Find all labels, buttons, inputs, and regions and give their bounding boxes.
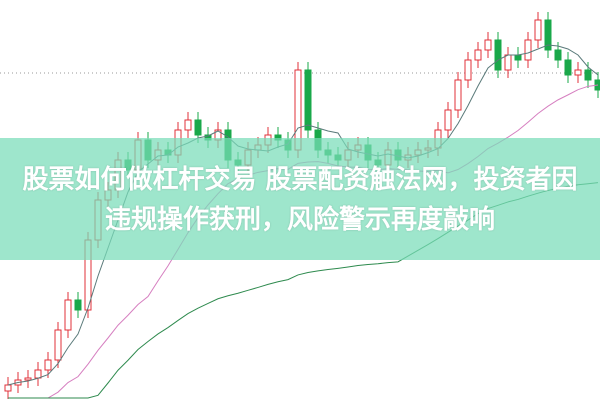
candle-body	[564, 59, 572, 76]
candle-body	[454, 79, 462, 111]
candle-body	[504, 54, 512, 71]
headline-banner	[0, 138, 600, 260]
candle-body	[484, 39, 492, 51]
candle-body	[574, 69, 582, 76]
candle-body	[514, 54, 522, 61]
candle-body	[474, 49, 482, 61]
candle-body	[64, 299, 72, 331]
candle-body	[444, 109, 452, 131]
headline-line-1: 股票如何做杠杆交易 股票配资触法网，投资者因	[22, 165, 578, 195]
candle-body	[194, 119, 202, 136]
candle-body	[184, 119, 192, 131]
candle-body	[24, 377, 32, 381]
candle-body	[534, 19, 542, 41]
candle-body	[464, 59, 472, 81]
candle-body	[304, 69, 312, 131]
headline-line-2: 违规操作获刑，风险警示再度敲响	[104, 205, 495, 235]
headline-text: 股票如何做杠杆交易 股票配资触法网，投资者因 违规操作获刑，风险警示再度敲响	[0, 160, 600, 240]
candle-body	[554, 49, 562, 61]
candle-body	[74, 299, 82, 311]
candle-body	[4, 384, 12, 392]
candle-body	[54, 329, 62, 361]
candle-body	[494, 39, 502, 71]
candle-body	[544, 19, 552, 51]
candle-body	[34, 369, 42, 379]
candle-body	[44, 359, 52, 371]
candle-body	[584, 69, 592, 81]
candle-body	[524, 39, 532, 61]
